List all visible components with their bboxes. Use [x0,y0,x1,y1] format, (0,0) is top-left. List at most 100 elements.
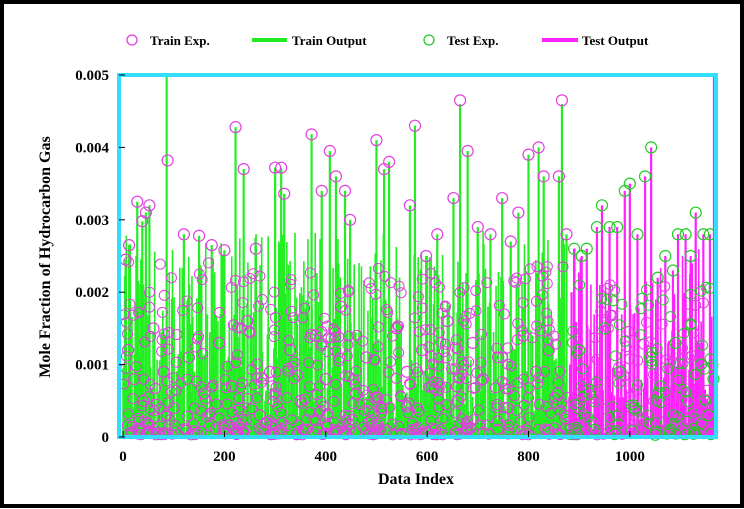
train-exp-point [499,378,511,390]
test-exp-point [651,387,663,399]
test-exp-point [694,358,707,371]
train-exp-point [131,195,144,208]
test-exp-point [674,386,686,398]
x-tick-label: 600 [416,449,439,465]
train-exp-point [127,309,139,321]
train-exp-point [147,322,160,335]
test-exp-point [576,411,588,423]
test-exp-point [598,403,610,415]
train-exp-point [198,387,211,400]
test-exp-point [580,242,593,255]
train-exp-point [343,213,357,226]
train-exp-point [244,327,256,339]
train-exp-point [451,394,464,407]
y-tick-label: 0.002 [75,285,109,301]
train-exp-point [432,352,444,364]
train-exp-point [358,404,370,416]
train-exp-point [229,121,242,134]
test-exp-point [590,376,602,388]
train-exp-point [297,312,309,324]
test-exp-point [689,408,701,420]
x-tick-label: 200 [213,449,236,465]
test-exp-point [619,335,631,347]
train-exp-point [241,315,254,328]
train-exp-point [491,342,503,354]
train-exp-point [270,387,282,399]
train-exp-point [341,350,353,362]
test-exp-point [654,380,667,393]
train-exp-point [276,417,288,429]
test-exp-point [613,319,625,331]
test-exp-point [632,423,644,435]
train-exp-point [177,228,190,241]
train-exp-point [340,370,352,382]
train-exp-point [315,184,328,197]
train-exp-point [342,330,354,342]
train-exp-point [407,417,419,429]
legend-test-output-label: Test Output [582,33,649,48]
train-exp-point [451,343,463,355]
train-exp-point [281,420,293,432]
train-exp-point [309,329,322,342]
train-exp-point [539,365,551,377]
test-exp-point [574,279,586,291]
train-exp-point [415,344,429,357]
train-exp-point [120,316,132,328]
train-exp-point [231,349,243,361]
train-exp-point [350,387,363,400]
train-exp-point [458,359,470,371]
train-exp-point [541,278,553,290]
train-exp-point [342,284,354,296]
train-exp-point [510,276,522,288]
test-exp-point [643,417,655,429]
test-exp-point [666,264,680,277]
y-tick-label: 0 [102,430,110,446]
train-exp-point [128,372,141,386]
train-exp-point [247,268,259,280]
train-exp-point [158,289,170,301]
test-exp-point [613,365,626,378]
x-tick-label: 1000 [615,449,645,465]
train-exp-point [431,228,444,241]
test-exp-point [595,199,609,212]
test-exp-point [681,415,693,427]
train-exp-point [470,305,482,317]
train-exp-point [154,429,166,441]
train-exp-point [360,351,373,364]
train-exp-point [156,345,168,357]
train-exp-point [517,329,530,342]
train-exp-point [354,399,366,411]
test-exp-point [607,295,619,307]
train-exp-point [126,420,138,432]
test-exp-point [657,294,669,306]
train-exp-point [542,344,555,357]
train-exp-point [383,366,395,378]
test-exp-point [671,228,685,241]
train-exp-point [557,261,569,273]
train-exp-point [158,429,170,441]
train-exp-point [559,423,571,435]
test-exp-point [611,410,623,422]
test-exp-point [631,384,643,396]
test-exp-point [574,397,586,409]
train-exp-point [255,371,267,383]
train-exp-point [190,341,202,353]
train-exp-point [511,334,523,346]
train-exp-point [121,420,133,432]
test-exp-point [570,421,582,433]
train-exp-point [328,395,340,407]
test-exp-point [655,397,667,409]
train-exp-point [160,409,172,421]
train-exp-point [548,330,560,342]
test-exp-point [684,249,697,263]
train-exp-point [504,235,517,248]
train-exp-point [496,376,508,388]
train-exp-point [249,242,262,255]
train-exp-point [329,416,341,428]
train-exp-point [285,305,297,317]
train-exp-point [532,378,544,390]
test-exp-point [609,350,621,362]
train-exp-point [484,228,497,241]
train-exp-point [502,358,514,370]
train-exp-point [522,148,535,161]
